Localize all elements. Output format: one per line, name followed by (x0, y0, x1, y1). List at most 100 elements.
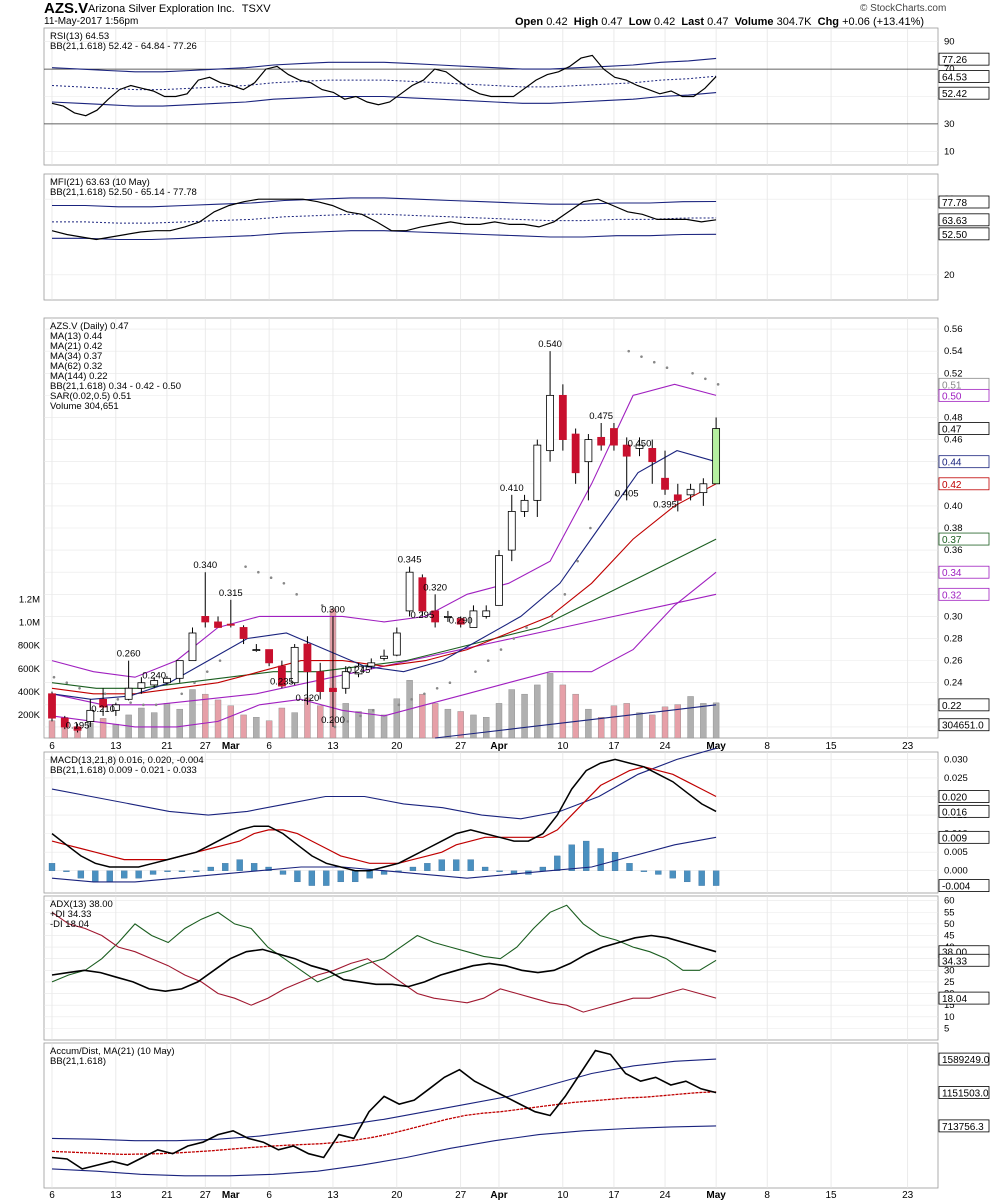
candle-body (431, 610, 440, 623)
volume-bar (572, 693, 579, 739)
price-annotation: 0.450 (628, 439, 652, 450)
volume-bar (431, 703, 439, 739)
volume-bar (636, 712, 643, 739)
macd-histogram-bar (337, 870, 344, 883)
candle-body (188, 632, 197, 662)
sar-dot (359, 714, 362, 718)
macd-histogram-bar (48, 863, 56, 871)
price-annotation: 0.200 (321, 715, 345, 726)
volume-bar (48, 720, 56, 739)
sar-dot (320, 604, 324, 607)
macd-histogram-bar (63, 870, 70, 872)
legend-entry: MACD(13,21,8) 0.016, 0.020, -0.004 (50, 755, 204, 766)
value-box (938, 565, 990, 579)
value-box (938, 718, 990, 732)
y-tick-label: 0.36 (944, 545, 963, 556)
value-box-label: 0.51 (942, 380, 962, 391)
legend-entry: BB(21,1.618) 52.50 - 65.14 - 77.78 (50, 187, 197, 198)
sar-dot (474, 670, 477, 673)
value-box-label: 0.44 (942, 458, 962, 469)
price-annotation: 0.220 (296, 693, 320, 704)
y-tick-label: 30 (944, 965, 955, 976)
macd-histogram-bar (77, 870, 85, 879)
y-tick-label: 0.56 (944, 324, 963, 335)
volume-bar (610, 705, 618, 739)
value-box-label: 0.37 (942, 535, 962, 546)
value-box-label: 34.33 (942, 956, 967, 967)
macd-histogram-bar (294, 870, 301, 883)
y-tick-label: 0.46 (944, 435, 963, 446)
y-tick-label: 0.24 (944, 678, 963, 689)
x-tick-label: 17 (608, 1190, 620, 1201)
macd-histogram-bar (438, 859, 445, 871)
volume-bar (240, 714, 247, 739)
y-tick-label: 55 (944, 907, 955, 918)
last-value: 0.47 (707, 16, 729, 28)
macd-histogram-bar (135, 870, 142, 879)
y-tick-label: 0.030 (944, 754, 968, 765)
macd-histogram-bar (106, 870, 113, 883)
sar-dot (652, 360, 656, 364)
macd-line (51, 758, 717, 872)
ma21-line (51, 483, 717, 695)
y-tick-label: 50 (944, 919, 955, 930)
sar-dot (52, 675, 56, 679)
chart-datetime: 11-May-2017 1:56pm (44, 16, 139, 27)
volume-bar (419, 693, 426, 739)
sar-dot (295, 593, 298, 596)
sar-dot (282, 581, 286, 585)
legend-entry: MA(62) 0.32 (50, 361, 102, 372)
value-box-label: 77.26 (942, 55, 967, 66)
candle-body (316, 671, 325, 692)
candle-body (558, 394, 567, 440)
value-box-label: 0.22 (942, 701, 962, 712)
x-tick-label: 13 (110, 741, 122, 752)
volume-value: 304.7K (776, 16, 812, 28)
x-tick-label: 8 (764, 1190, 770, 1201)
candle-body (673, 494, 682, 501)
macd-histogram-bar (684, 870, 691, 883)
price-annotation: 0.320 (423, 582, 447, 593)
plus-di-line (51, 904, 717, 983)
x-tick-label: 13 (327, 1190, 339, 1201)
y-tick-label: 90 (944, 37, 955, 48)
x-tick-label: 15 (825, 741, 837, 752)
price-annotation: 0.235 (270, 676, 294, 687)
value-box-label: 18.04 (942, 994, 967, 1005)
macd-histogram-bar (640, 870, 648, 872)
volume-bar (661, 706, 669, 739)
volume-bar (317, 705, 324, 739)
candle-body (380, 655, 388, 659)
candle-body (699, 483, 708, 494)
macd-histogram-bar (467, 859, 474, 871)
candle-body (712, 428, 721, 485)
sar-dot (589, 526, 592, 530)
value-box (938, 830, 990, 844)
value-box (938, 227, 990, 241)
sar-dot (640, 355, 643, 358)
volume-bar (138, 707, 145, 739)
company-name: Arizona Silver Exploration Inc. TSXV (88, 3, 271, 15)
candle-body (48, 693, 56, 719)
candle-body (571, 433, 580, 474)
candle-body (201, 616, 210, 623)
low-label: Low (628, 16, 651, 28)
value-box (938, 698, 990, 712)
legend-entry: SAR(0.02,0.5) 0.51 (50, 391, 131, 402)
sar-dot (499, 648, 503, 651)
legend-entry: BB(21,1.618) 0.34 - 0.42 - 0.50 (50, 381, 181, 392)
x-tick-label: May (706, 1190, 726, 1201)
candle-body (405, 571, 414, 612)
minus-di-line (51, 911, 717, 1013)
sar-dot (257, 570, 260, 574)
candle-body (482, 610, 491, 617)
volume-bar (368, 708, 375, 739)
volume-tick-label: 400K (18, 687, 41, 698)
value-box (938, 1086, 990, 1099)
sar-dot (563, 593, 567, 596)
value-box (938, 455, 990, 469)
candle-body (469, 610, 478, 628)
chg-label: Chg (817, 16, 840, 28)
price-annotation: 0.300 (321, 604, 345, 615)
volume-bar (495, 703, 503, 739)
